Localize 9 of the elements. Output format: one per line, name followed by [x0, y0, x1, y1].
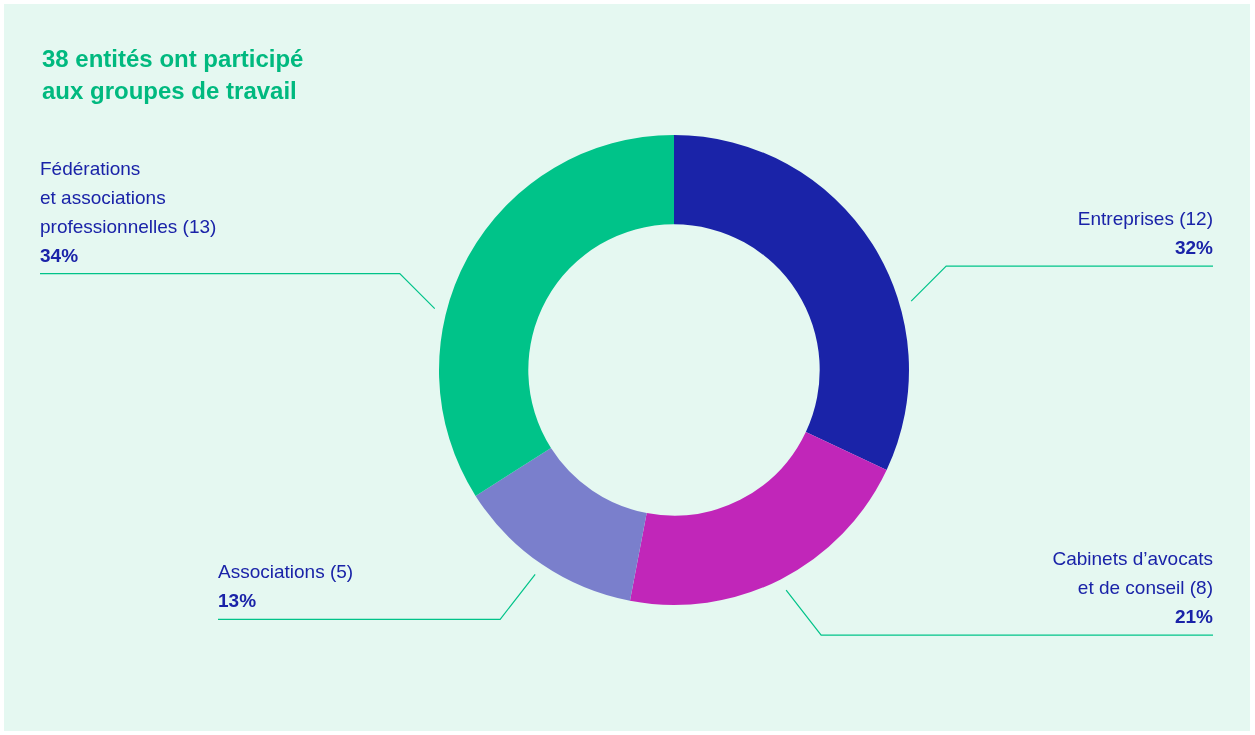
slice-label: Associations (5)	[218, 561, 354, 583]
chart-title: 38 entités ont participé aux groupes de travail	[42, 44, 304, 106]
slice-label: Entreprises (12)	[1077, 208, 1213, 230]
data-label: 32%	[1174, 237, 1214, 259]
data-label: 34%	[40, 244, 79, 266]
slice-label: Cabinets d’avocats et de conseil (8)	[1052, 548, 1213, 599]
slice-label: Fédérations et associations professionnelles (13)	[40, 157, 217, 237]
data-label: 13%	[218, 590, 257, 612]
data-label: 21%	[1174, 606, 1214, 628]
